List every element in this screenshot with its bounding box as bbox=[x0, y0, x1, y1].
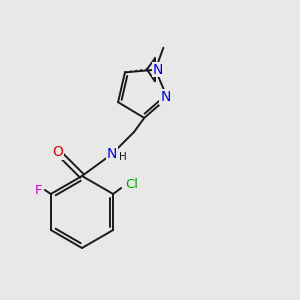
Text: H: H bbox=[119, 152, 127, 162]
Text: N: N bbox=[107, 147, 117, 161]
Text: O: O bbox=[52, 145, 63, 159]
Text: F: F bbox=[35, 184, 43, 196]
Text: N: N bbox=[152, 63, 163, 77]
Text: Cl: Cl bbox=[126, 178, 139, 191]
Text: N: N bbox=[160, 90, 170, 104]
